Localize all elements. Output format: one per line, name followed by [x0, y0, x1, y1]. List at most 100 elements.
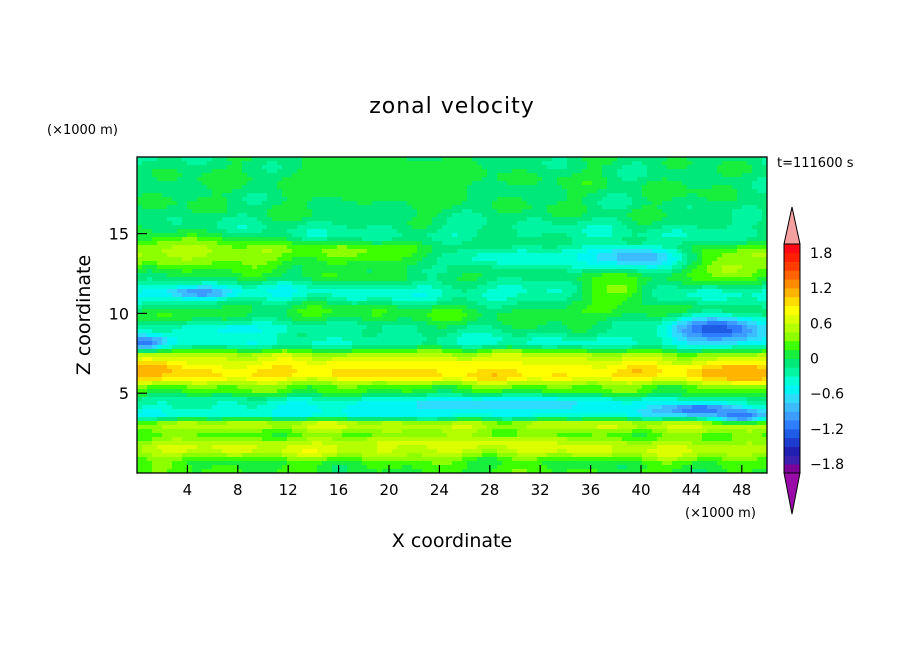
field-cell: [662, 245, 668, 250]
field-cell: [702, 221, 708, 226]
field-cell: [492, 257, 498, 262]
field-cell: [432, 253, 438, 258]
field-cell: [417, 197, 423, 202]
field-cell: [557, 205, 563, 210]
field-cell: [212, 265, 218, 270]
field-cell: [472, 181, 478, 186]
field-cell: [462, 253, 468, 258]
field-cell: [537, 241, 543, 246]
field-cell: [462, 205, 468, 210]
field-cell: [227, 297, 233, 302]
field-cell: [652, 209, 658, 214]
field-cell: [272, 165, 278, 170]
field-cell: [712, 185, 718, 190]
field-cell: [402, 157, 408, 162]
field-cell: [737, 177, 743, 182]
field-cell: [357, 273, 363, 278]
field-cell: [452, 305, 458, 310]
field-cell: [597, 225, 603, 230]
field-cell: [732, 277, 738, 282]
field-cell: [432, 277, 438, 282]
field-cell: [642, 273, 648, 278]
field-cell: [737, 185, 743, 190]
field-cell: [402, 253, 408, 258]
field-cell: [272, 213, 278, 218]
field-cell: [657, 201, 663, 206]
field-cell: [752, 249, 758, 254]
field-cell: [637, 217, 643, 222]
field-cell: [692, 281, 698, 286]
field-cell: [602, 213, 608, 218]
field-cell: [677, 265, 683, 270]
field-cell: [537, 313, 543, 318]
field-cell: [162, 229, 168, 234]
field-cell: [452, 201, 458, 206]
field-cell: [217, 237, 223, 242]
field-cell: [397, 313, 403, 318]
field-cell: [497, 241, 503, 246]
field-cell: [457, 285, 463, 290]
field-cell: [467, 261, 473, 266]
field-cell: [252, 213, 258, 218]
field-cell: [667, 185, 673, 190]
field-cell: [332, 249, 338, 254]
field-cell: [732, 217, 738, 222]
field-cell: [262, 273, 268, 278]
field-cell: [412, 233, 418, 238]
field-cell: [427, 297, 433, 302]
field-cell: [437, 285, 443, 290]
field-cell: [247, 229, 253, 234]
field-cell: [447, 249, 453, 254]
field-cell: [682, 305, 688, 310]
field-cell: [672, 221, 678, 226]
field-cell: [687, 273, 693, 278]
field-cell: [637, 161, 643, 166]
field-cell: [287, 217, 293, 222]
field-cell: [357, 225, 363, 230]
field-cell: [202, 309, 208, 314]
field-cell: [227, 253, 233, 258]
field-cell: [442, 305, 448, 310]
field-cell: [442, 217, 448, 222]
field-cell: [622, 309, 628, 314]
field-cell: [572, 305, 578, 310]
field-cell: [707, 305, 713, 310]
field-cell: [637, 189, 643, 194]
field-cell: [142, 169, 148, 174]
field-cell: [667, 265, 673, 270]
field-cell: [737, 285, 743, 290]
field-cell: [632, 201, 638, 206]
field-cell: [627, 305, 633, 310]
field-cell: [497, 309, 503, 314]
field-cell: [437, 169, 443, 174]
field-cell: [267, 181, 273, 186]
field-cell: [542, 253, 548, 258]
field-cell: [482, 281, 488, 286]
field-cell: [147, 161, 153, 166]
field-cell: [462, 189, 468, 194]
field-cell: [357, 249, 363, 254]
field-cell: [572, 253, 578, 258]
field-cell: [417, 201, 423, 206]
field-cell: [207, 193, 213, 198]
field-cell: [662, 197, 668, 202]
field-cell: [542, 297, 548, 302]
field-cell: [337, 209, 343, 214]
field-cell: [342, 161, 348, 166]
field-cell: [152, 185, 158, 190]
field-cell: [717, 281, 723, 286]
field-cell: [432, 313, 438, 318]
field-cell: [502, 249, 508, 254]
field-cell: [697, 165, 703, 170]
field-cell: [672, 165, 678, 170]
field-cell: [557, 297, 563, 302]
field-cell: [637, 197, 643, 202]
field-cell: [457, 165, 463, 170]
field-cell: [512, 309, 518, 314]
field-cell: [377, 253, 383, 258]
field-cell: [677, 229, 683, 234]
field-cell: [377, 313, 383, 318]
field-cell: [242, 221, 248, 226]
field-cell: [602, 217, 608, 222]
field-cell: [142, 157, 148, 162]
